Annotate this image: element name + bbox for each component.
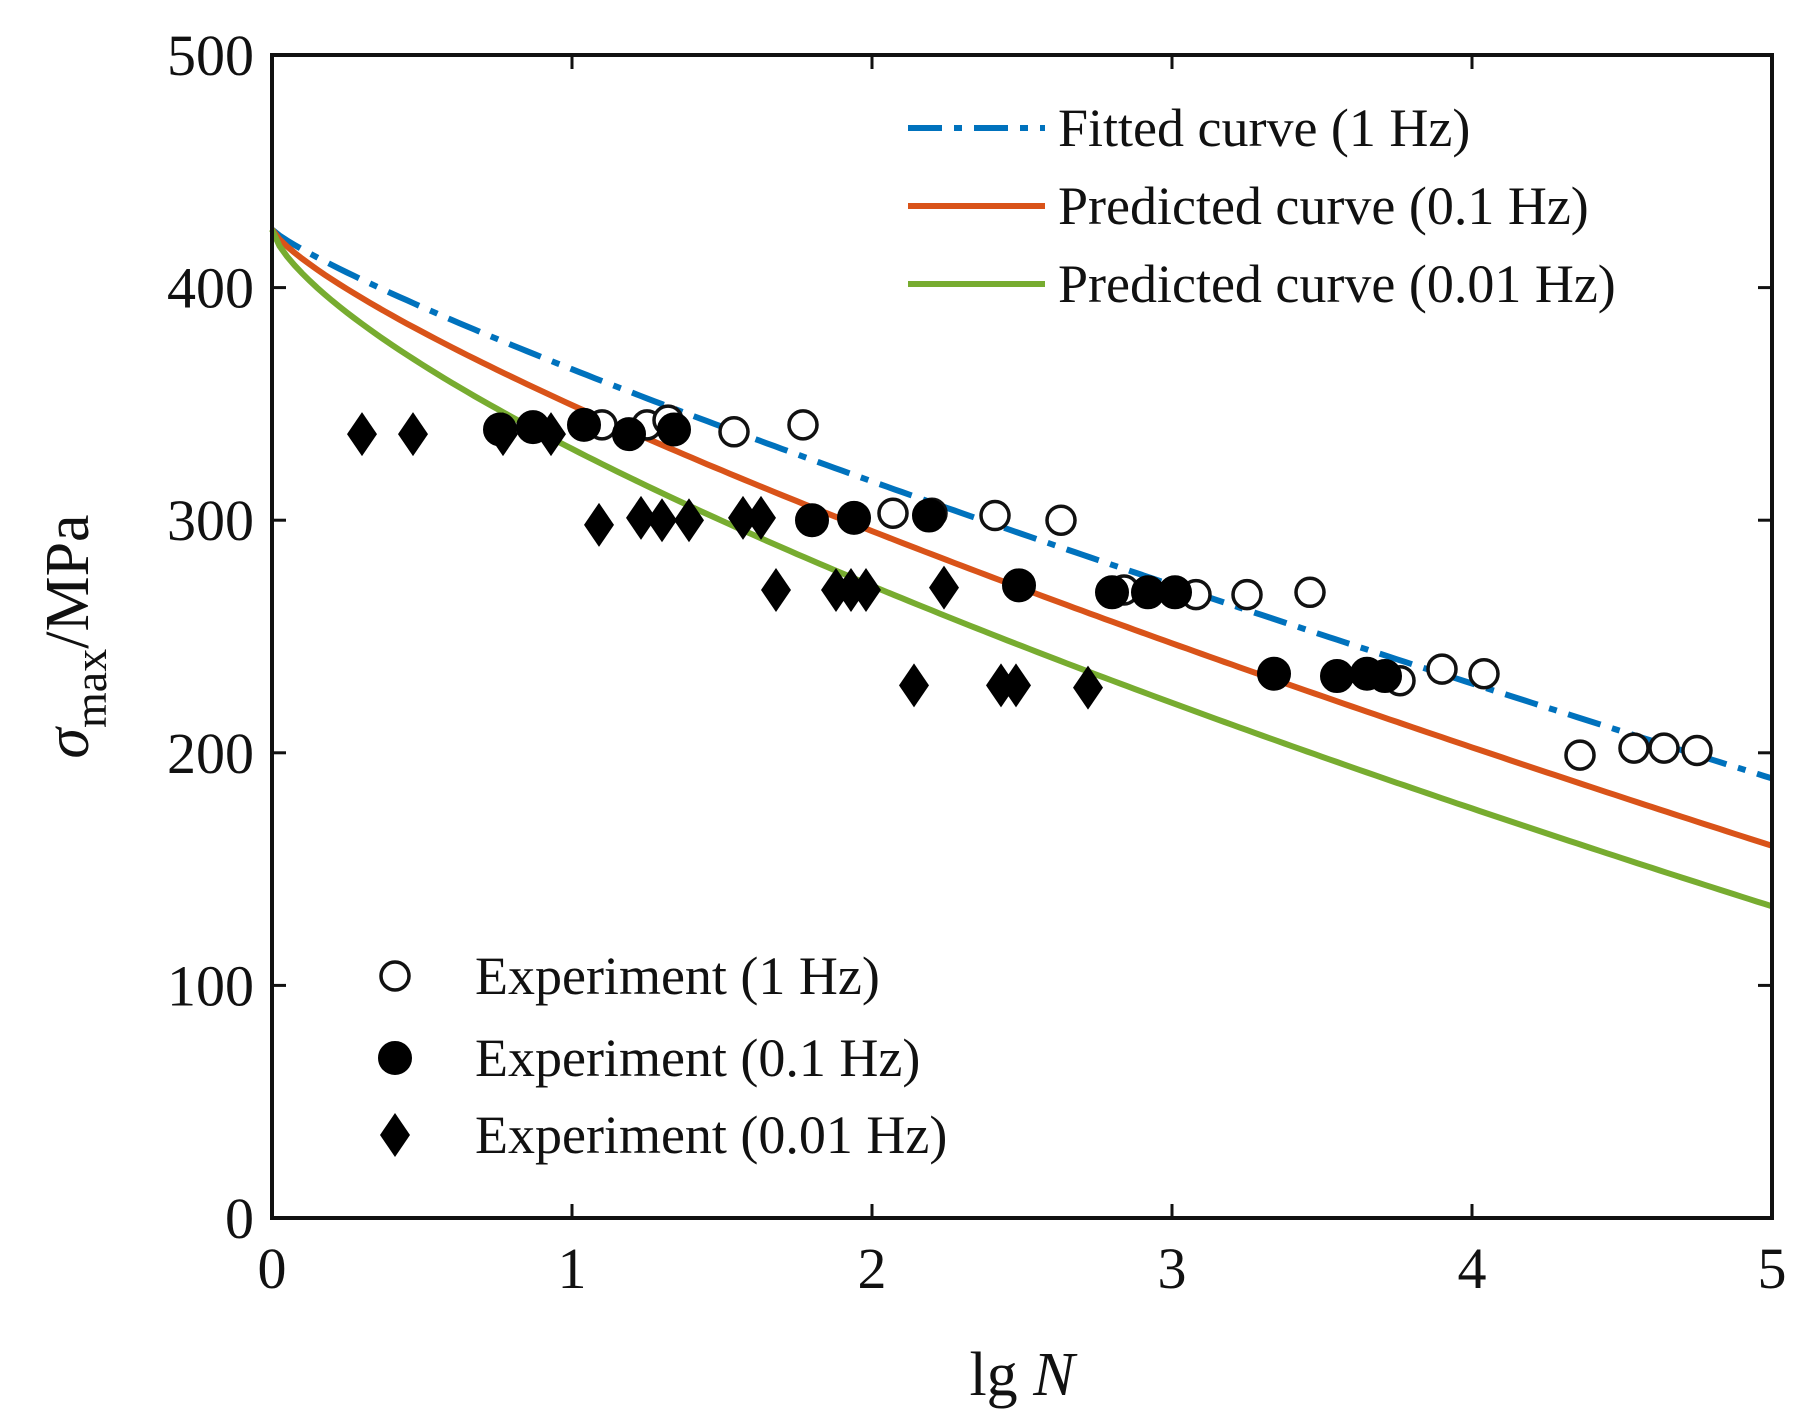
point-s1-6 [837, 500, 871, 535]
point-s1-8 [1002, 568, 1036, 603]
y-tick-label-0: 0 [225, 1186, 254, 1251]
y-tick-label-4: 400 [167, 256, 254, 321]
point-s1-13 [1320, 659, 1354, 694]
legend-marker-label-1: Experiment (0.1 Hz) [475, 1028, 920, 1088]
curve-1 [269, 227, 1773, 849]
y-axis-label-symbol: σ [34, 726, 102, 759]
point-s1-9 [1095, 575, 1129, 610]
y-tick-label-3: 300 [167, 488, 254, 553]
y-axis-label-subscript: max [65, 649, 116, 728]
x-tick-label-3: 3 [1158, 1236, 1187, 1301]
x-tick-label-0: 0 [258, 1236, 287, 1301]
x-tick-label-1: 1 [558, 1236, 587, 1301]
point-s0-4 [787, 409, 819, 441]
x-axis-label: lg N [969, 1341, 1078, 1409]
point-s0-15 [1468, 657, 1500, 690]
legend-marker-swatch-2 [380, 1113, 410, 1157]
x-axis-label-prefix: lg [969, 1341, 1033, 1409]
point-s2-14 [929, 565, 959, 610]
curves-layer [269, 227, 1773, 910]
point-s1-2 [567, 407, 601, 442]
point-s1-15 [1368, 659, 1402, 694]
point-s2-4 [584, 502, 614, 547]
axis-ticks: 0 1 2 3 4 5 0 100 200 300 400 500 [167, 23, 1787, 1301]
point-s2-13 [851, 567, 881, 612]
legend-marker-label-2: Experiment (0.01 Hz) [475, 1105, 947, 1165]
point-s0-5 [877, 497, 909, 529]
point-s2-2 [488, 412, 518, 457]
y-tick-label-5: 500 [167, 23, 254, 88]
point-s1-11 [1158, 575, 1192, 610]
point-s2-3 [536, 412, 566, 457]
point-s2-0 [347, 412, 377, 457]
point-s2-9 [746, 495, 776, 540]
point-s0-14 [1426, 653, 1458, 685]
x-tick-label-2: 2 [858, 1236, 887, 1301]
point-s0-16 [1564, 739, 1596, 771]
point-s2-7 [674, 498, 704, 543]
x-axis-label-variable: N [1032, 1341, 1078, 1409]
point-s2-10 [761, 567, 791, 612]
y-tick-label-1: 100 [167, 953, 254, 1018]
point-s2-18 [1073, 665, 1103, 710]
y-axis-label-unit: /MPa [34, 514, 102, 648]
point-s2-1 [398, 412, 428, 457]
x-tick-label-4: 4 [1458, 1236, 1487, 1301]
point-s2-6 [647, 498, 677, 543]
point-s0-12 [1294, 576, 1326, 609]
curve-2 [269, 228, 1773, 910]
point-s0-19 [1681, 734, 1713, 767]
legend-markers: Experiment (1 Hz) Experiment (0.1 Hz) Expe… [378, 946, 947, 1165]
point-s1-12 [1257, 656, 1291, 691]
markers-layer [347, 404, 1713, 771]
point-s0-17 [1618, 732, 1650, 764]
point-s0-7 [979, 499, 1011, 532]
point-s2-5 [626, 495, 656, 540]
point-s1-3 [612, 417, 646, 452]
legend-line-label-2: Predicted curve (0.01 Hz) [1058, 254, 1616, 314]
legend-line-label-1: Predicted curve (0.1 Hz) [1058, 176, 1589, 236]
point-s1-5 [795, 503, 829, 538]
point-s2-15 [899, 663, 929, 708]
y-tick-label-2: 200 [167, 721, 254, 786]
point-s1-4 [657, 412, 691, 447]
point-s0-8 [1045, 504, 1077, 536]
legend-marker-swatch-1 [378, 1041, 412, 1075]
curve-0 [270, 227, 1773, 782]
point-s0-11 [1231, 578, 1263, 611]
y-axis-label: σmax/MPa [34, 514, 116, 758]
point-s2-17 [1001, 663, 1031, 708]
point-s0-3 [718, 416, 750, 448]
legend-marker-swatch-0 [379, 960, 411, 992]
plot-frame [270, 53, 1774, 1220]
x-tick-label-5: 5 [1758, 1236, 1787, 1301]
point-s1-7 [912, 498, 946, 533]
legend-line-label-0: Fitted curve (1 Hz) [1058, 98, 1470, 158]
legend-lines: Fitted curve (1 Hz) Predicted curve (0.1 … [908, 98, 1616, 314]
legend-marker-label-0: Experiment (1 Hz) [475, 946, 880, 1006]
point-s0-18 [1648, 732, 1680, 764]
point-s2-8 [728, 495, 758, 540]
